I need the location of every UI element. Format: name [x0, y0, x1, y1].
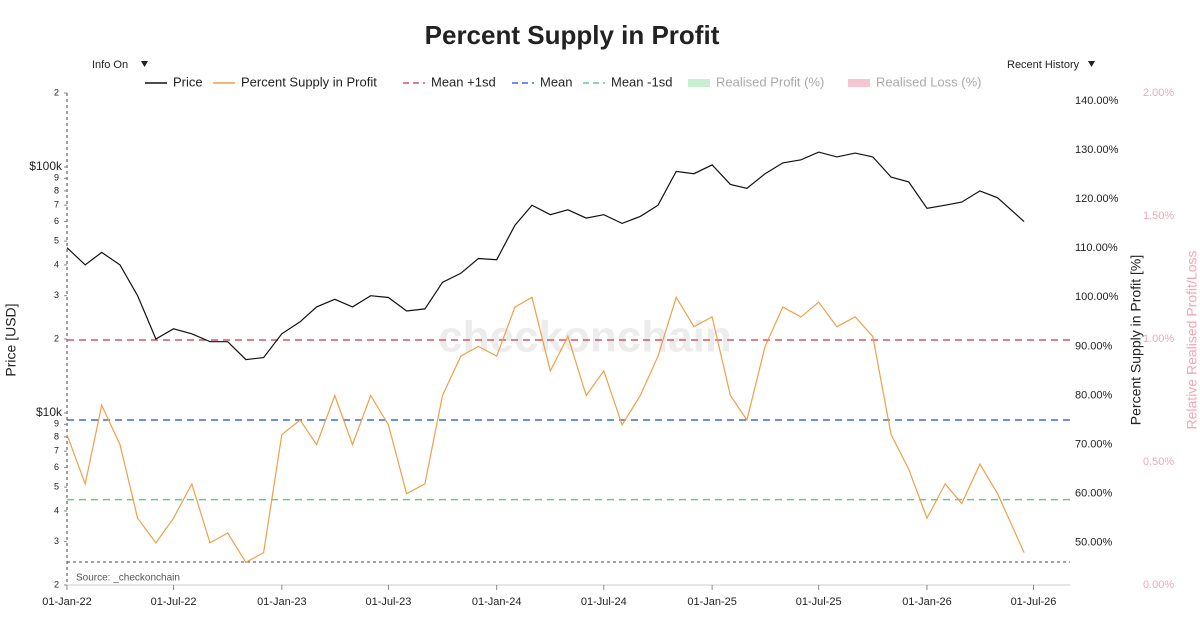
y3-tick-label: 2.00%	[1143, 87, 1174, 99]
y3-tick-label: 1.50%	[1143, 210, 1174, 222]
legend-label: Percent Supply in Profit	[241, 74, 377, 89]
legend-swatch	[848, 79, 870, 87]
legend-label: Realised Loss (%)	[876, 74, 982, 89]
y-tick-label: 4	[54, 259, 59, 269]
y2-tick-label: 110.00%	[1075, 242, 1118, 254]
y-tick-label: 9	[54, 173, 59, 183]
y-tick-label: $10k	[36, 405, 63, 419]
x-tick-label: 01-Jan-26	[902, 596, 952, 608]
legend-label: Realised Profit (%)	[716, 74, 824, 89]
y3-tick-label: 0.50%	[1143, 456, 1174, 468]
y2-tick-label: 50.00%	[1075, 537, 1113, 549]
y2-tick-label: 100.00%	[1075, 291, 1119, 303]
y-tick-label: 6	[54, 462, 59, 472]
y2-tick-label: 90.00%	[1075, 340, 1113, 352]
x-tick-label: 01-Jul-22	[151, 596, 197, 608]
y-axis-title: Price [USD]	[3, 303, 19, 376]
y-tick-label: 7	[54, 200, 59, 210]
x-tick-label: 01-Jul-23	[365, 596, 411, 608]
y2-tick-label: 70.00%	[1075, 438, 1113, 450]
y-tick-label: 5	[54, 235, 59, 245]
x-tick-label: 01-Jul-25	[796, 596, 842, 608]
y2-tick-label: 120.00%	[1075, 193, 1119, 205]
series-line	[66, 295, 1025, 564]
legend: Price Percent Supply in Profit Mean +1sd Me…	[145, 74, 982, 89]
y-tick-label: $100k	[29, 159, 63, 173]
y-tick-label: 4	[54, 505, 59, 515]
x-tick-label: 01-Jul-26	[1011, 596, 1057, 608]
y-tick-label: 7	[54, 446, 59, 456]
x-tick-label: 01-Jan-25	[687, 596, 737, 608]
y-tick-label: 9	[54, 419, 59, 429]
legend-label: Price	[173, 74, 203, 89]
watermark: checkonchain	[438, 313, 731, 362]
legend-label: Mean -1sd	[611, 74, 672, 89]
y-tick-label: 2	[54, 579, 59, 589]
series-line	[66, 151, 1025, 361]
chart-title: Percent Supply in Profit	[425, 20, 720, 50]
y2-tick-label: 60.00%	[1075, 488, 1113, 500]
source: Source: _checkonchain	[76, 573, 180, 584]
legend-label: Mean	[540, 74, 573, 89]
dropdown-arrow[interactable]	[141, 61, 148, 67]
x-tick-label: 01-Jan-24	[472, 596, 522, 608]
y2-tick-label: 130.00%	[1075, 144, 1119, 156]
y-tick-label: 8	[54, 431, 59, 441]
x-tick-label: 01-Jul-24	[581, 596, 627, 608]
y3-tick-label: 1.00%	[1143, 333, 1174, 345]
y2-tick-label: 80.00%	[1075, 389, 1113, 401]
dropdown-arrow[interactable]	[1088, 61, 1095, 67]
dropdown[interactable]: Info On	[92, 59, 128, 71]
y-tick-label: 6	[54, 216, 59, 226]
dropdown[interactable]: Recent History	[1007, 59, 1080, 71]
x-tick-label: 01-Jan-22	[42, 596, 92, 608]
y3-axis-title: Relative Realised Profit/Loss	[1184, 251, 1200, 430]
x-tick-label: 01-Jan-23	[257, 596, 307, 608]
y-tick-label: 3	[54, 536, 59, 546]
y-tick-label: 3	[54, 290, 59, 300]
y3-tick-label: 0.00%	[1143, 579, 1174, 591]
y-tick-label: 2	[54, 87, 59, 97]
legend-swatch	[688, 79, 710, 87]
y2-tick-label: 140.00%	[1075, 95, 1119, 107]
y-tick-label: 8	[54, 185, 59, 195]
legend-label: Mean +1sd	[431, 74, 496, 89]
y-tick-label: 5	[54, 481, 59, 491]
y-tick-label: 2	[54, 333, 59, 343]
y2-axis-title: Percent Supply in Profit [%]	[1128, 255, 1144, 425]
